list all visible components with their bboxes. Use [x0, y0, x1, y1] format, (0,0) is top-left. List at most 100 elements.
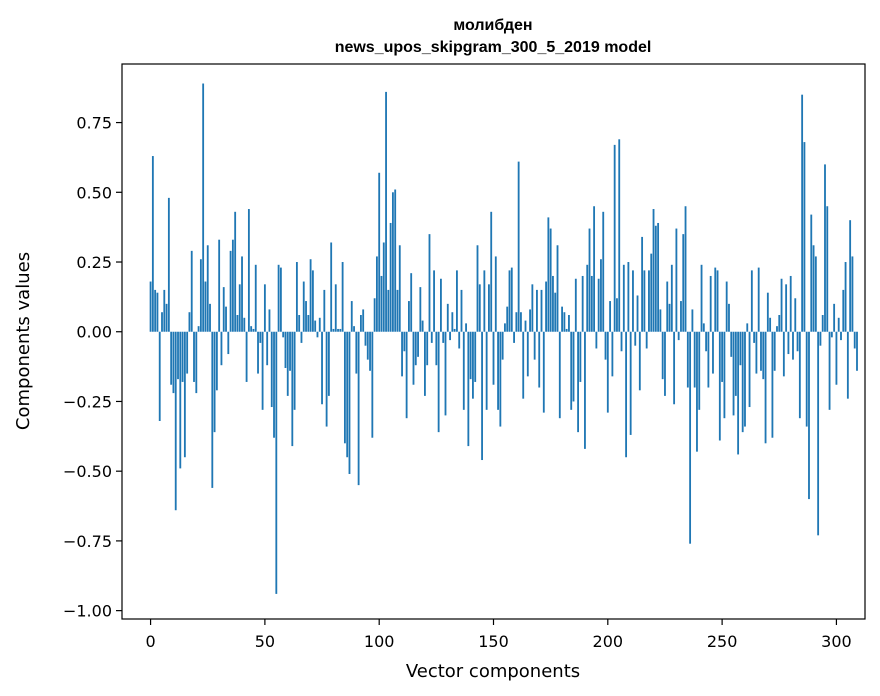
bar-67: [302, 281, 305, 332]
bar-132: [451, 312, 454, 332]
bar-17: [188, 312, 191, 332]
bar-304: [844, 262, 847, 332]
bar-77: [325, 331, 328, 427]
bar-299: [833, 303, 836, 332]
bar-31: [220, 331, 223, 366]
bar-8: [167, 197, 170, 332]
bar-206: [620, 331, 623, 352]
plot-frame: [121, 63, 866, 620]
bar-115: [412, 331, 415, 385]
bar-89: [353, 326, 355, 332]
bar-266: [757, 267, 760, 332]
bar-1: [151, 156, 154, 332]
bar-229: [673, 331, 676, 405]
x-tick-label: 50: [255, 632, 275, 651]
bar-234: [684, 206, 687, 332]
bar-47: [257, 331, 259, 374]
bar-263: [750, 270, 753, 332]
bar-111: [403, 331, 406, 352]
bar-138: [465, 323, 467, 332]
bar-301: [837, 317, 840, 332]
bar-273: [773, 331, 776, 371]
bar-252: [725, 281, 728, 332]
bar-202: [611, 331, 614, 377]
bar-120: [424, 331, 426, 396]
bar-30: [218, 239, 221, 332]
bar-10: [172, 331, 175, 394]
bar-63: [293, 331, 296, 410]
bar-29: [215, 331, 218, 391]
bar-291: [814, 256, 817, 332]
bar-214: [638, 331, 641, 391]
bar-76: [323, 289, 326, 332]
bar-85: [343, 331, 346, 444]
bar-109: [398, 245, 401, 332]
bar-144: [478, 284, 481, 332]
bar-21: [197, 326, 200, 332]
bar-25: [206, 245, 209, 332]
y-tick-label: −0.75: [63, 532, 112, 551]
bar-292: [817, 331, 820, 536]
bar-135: [458, 331, 461, 349]
bar-213: [636, 295, 639, 332]
bar-226: [666, 281, 669, 332]
bar-157: [508, 270, 511, 332]
bar-168: [533, 331, 536, 360]
bar-164: [524, 320, 527, 332]
bar-90: [355, 331, 358, 374]
bar-275: [778, 315, 781, 332]
bar-88: [350, 301, 353, 332]
bar-280: [789, 275, 792, 332]
bar-243: [705, 331, 708, 352]
bar-147: [485, 331, 488, 410]
bar-231: [677, 331, 680, 341]
bar-204: [616, 298, 618, 332]
bar-49: [261, 331, 264, 410]
bar-227: [668, 303, 671, 332]
bar-35: [229, 250, 232, 332]
bar-237: [691, 309, 694, 332]
bar-244: [707, 331, 710, 388]
bar-68: [305, 301, 307, 332]
bar-44: [250, 326, 253, 332]
bar-45: [252, 328, 255, 332]
bar-247: [714, 267, 717, 332]
bar-197: [600, 259, 602, 332]
bar-70: [309, 259, 312, 332]
bar-236: [689, 331, 692, 544]
bar-137: [462, 331, 465, 410]
bar-270: [766, 292, 769, 332]
bar-220: [652, 209, 655, 332]
bar-19: [193, 331, 195, 382]
bar-60: [286, 331, 289, 396]
bar-65: [298, 315, 301, 332]
bar-123: [430, 331, 433, 343]
bar-145: [481, 331, 483, 461]
bar-128: [442, 331, 445, 343]
y-tick-label: 0.75: [76, 114, 112, 133]
bar-6: [163, 289, 166, 332]
bar-41: [243, 317, 246, 332]
bar-190: [584, 331, 586, 449]
bar-143: [476, 245, 479, 332]
bar-11: [174, 331, 177, 511]
bar-5: [161, 312, 163, 332]
bar-134: [456, 270, 458, 332]
bar-239: [696, 331, 698, 452]
bar-18: [190, 250, 193, 332]
bar-34: [227, 331, 230, 355]
bar-58: [282, 331, 285, 338]
bar-16: [186, 331, 189, 374]
x-tick-label: 100: [364, 632, 395, 651]
bar-201: [609, 301, 612, 332]
bar-238: [693, 331, 696, 388]
bar-295: [824, 164, 826, 332]
bar-307: [851, 256, 854, 332]
bar-258: [739, 331, 742, 366]
x-tick-label: 0: [145, 632, 155, 651]
bar-12: [177, 331, 179, 380]
bar-95: [366, 331, 369, 360]
bar-100: [378, 172, 381, 332]
x-tick-label: 150: [478, 632, 509, 651]
bar-189: [581, 275, 584, 332]
